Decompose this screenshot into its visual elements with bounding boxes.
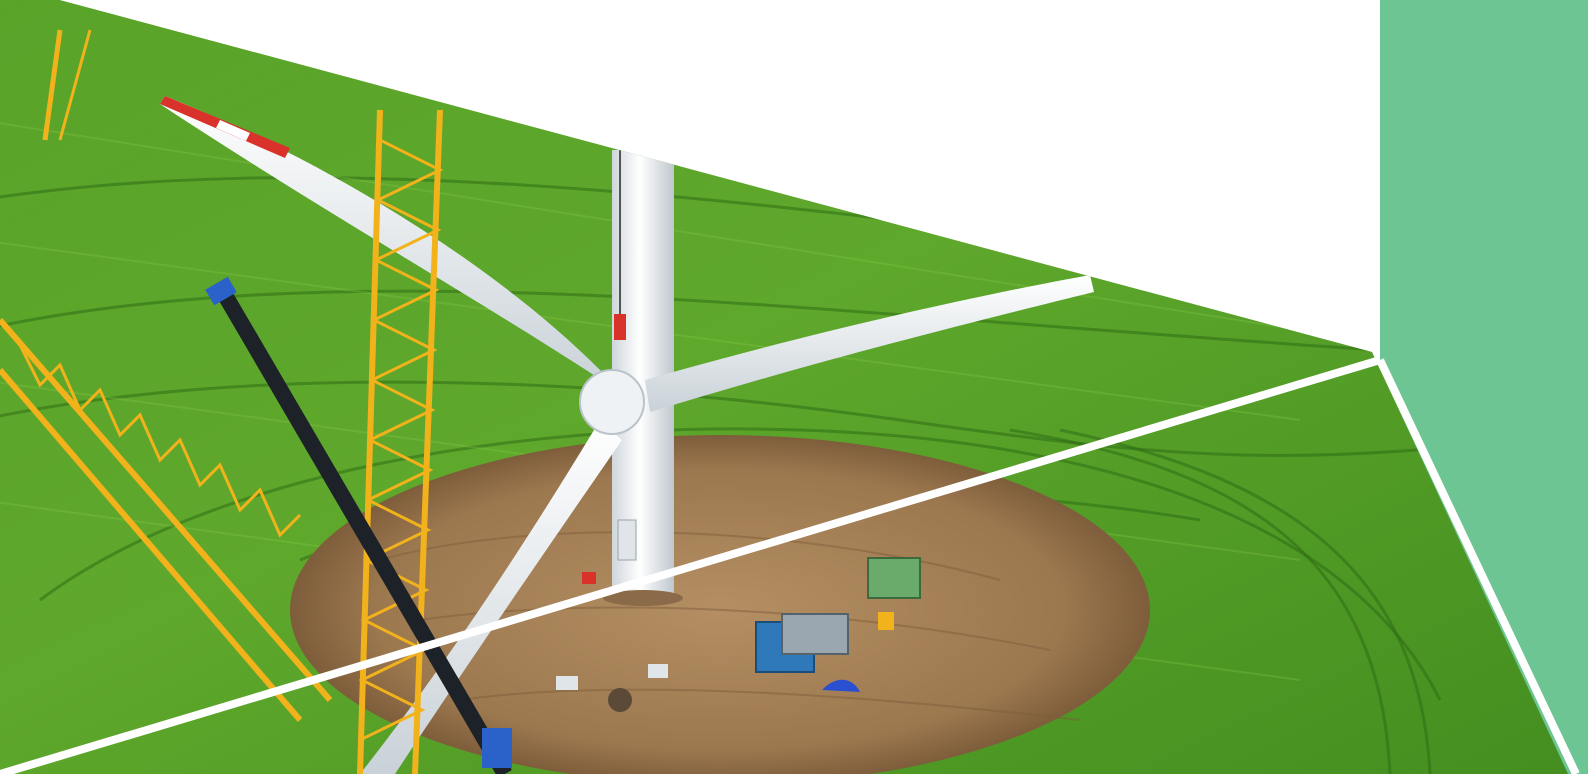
divider-line-long — [0, 356, 1382, 774]
site-equipment — [556, 557, 921, 712]
top-white-wedge — [60, 0, 1380, 352]
divider-line-edge — [1376, 358, 1580, 774]
turbine-rotor — [160, 96, 1094, 774]
telescopic-crane — [205, 276, 512, 774]
crane-boom-left — [0, 29, 333, 722]
